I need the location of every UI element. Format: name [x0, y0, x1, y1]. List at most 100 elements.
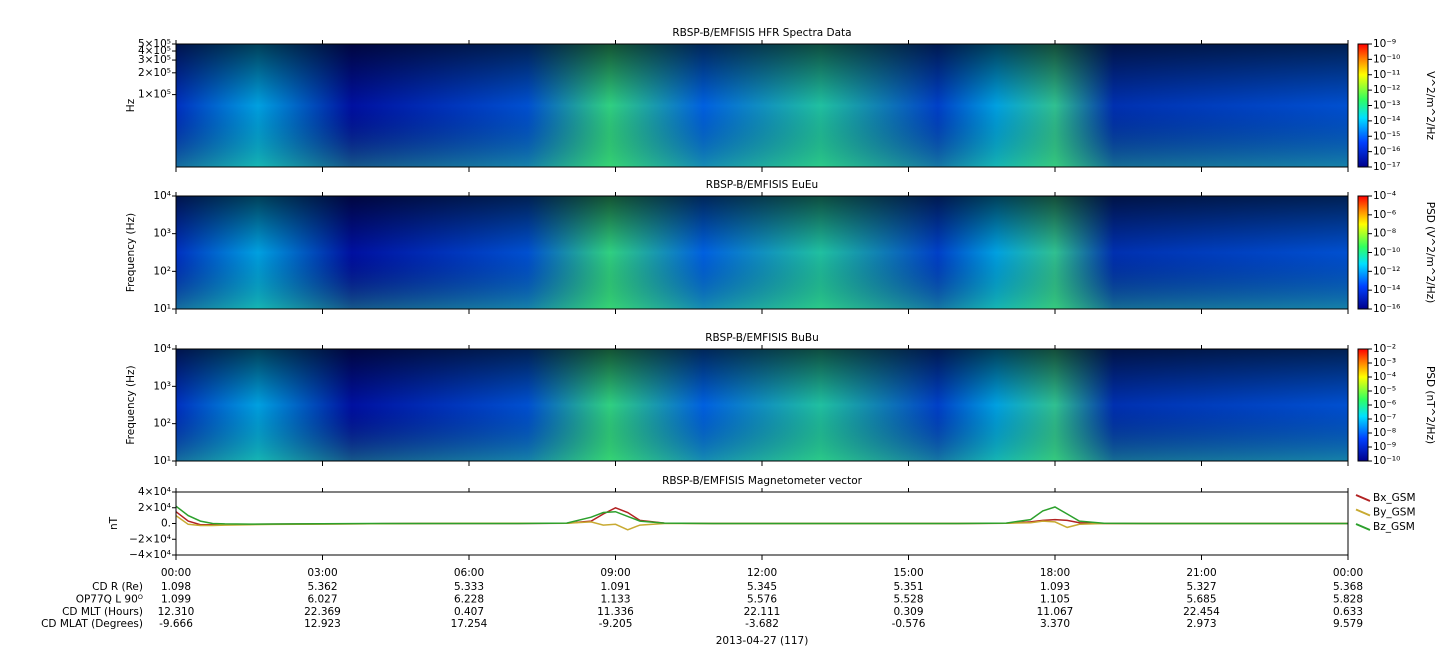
- y-axis-label: Hz: [125, 98, 137, 112]
- ephemeris-value: 5.327: [1186, 581, 1216, 593]
- colorbar-label: PSD (V^2/m^2/Hz): [1424, 202, 1436, 303]
- y-tick-label: −2×10⁴: [129, 533, 171, 545]
- y-tick-label: 10¹: [153, 455, 171, 467]
- x-tick-label: 15:00: [893, 567, 923, 579]
- panel-title: RBSP-B/EMFISIS BuBu: [705, 332, 819, 344]
- x-tick-label: 06:00: [454, 567, 484, 579]
- colorbar-tick-label: 10⁻⁷: [1373, 413, 1396, 425]
- colorbar: [1357, 43, 1369, 168]
- y-tick-label: 2×10⁴: [138, 502, 171, 514]
- ephemeris-label: CD MLT (Hours): [62, 606, 143, 618]
- x-tick-label: 00:00: [161, 567, 191, 579]
- data-line: [175, 505, 1348, 525]
- ephemeris-value: 5.685: [1186, 593, 1216, 605]
- x-tick-label: 09:00: [600, 567, 630, 579]
- colorbar-tick-label: 10⁻⁶: [1373, 209, 1396, 221]
- x-tick-label: 12:00: [747, 567, 777, 579]
- ephemeris-value: 5.351: [893, 581, 923, 593]
- colorbar: [1357, 195, 1369, 310]
- ephemeris-value: 1.133: [600, 593, 630, 605]
- ephemeris-value: 1.091: [600, 581, 630, 593]
- legend-label: Bx_GSM: [1373, 492, 1416, 504]
- panel-title: RBSP-B/EMFISIS HFR Spectra Data: [672, 27, 851, 39]
- data-line: [175, 506, 1348, 526]
- colorbar-tick-label: 10⁻¹²: [1373, 265, 1400, 277]
- colorbar-tick-label: 10⁻¹⁴: [1373, 115, 1400, 127]
- x-tick-label: 03:00: [307, 567, 337, 579]
- y-axis-label: Frequency (Hz): [125, 213, 137, 292]
- colorbar-label: PSD (nT^2/Hz): [1424, 366, 1436, 444]
- legend-symbol: [1355, 523, 1371, 531]
- ephemeris-value: 6.027: [307, 593, 337, 605]
- ephemeris-value: -0.576: [892, 618, 926, 630]
- spectrogram-shade: [176, 349, 1348, 461]
- ephemeris-value: 5.345: [747, 581, 777, 593]
- y-tick-label: 5×10⁵: [138, 38, 171, 50]
- ephemeris-label: CD MLAT (Degrees): [41, 618, 143, 630]
- ephemeris-value: -9.666: [159, 618, 193, 630]
- y-tick-label: 4×10⁴: [138, 486, 171, 498]
- colorbar-tick-label: 10⁻¹⁰: [1373, 247, 1400, 259]
- ephemeris-value: 5.576: [747, 593, 777, 605]
- colorbar-tick-label: 10⁻¹⁰: [1373, 53, 1400, 65]
- ephemeris-value: 12.923: [304, 618, 341, 630]
- colorbar-label: V^2/m^2/Hz: [1424, 71, 1436, 140]
- colorbar-tick-label: 10⁻³: [1373, 357, 1396, 369]
- ephemeris-value: 5.333: [454, 581, 484, 593]
- colorbar-tick-label: 10⁻⁸: [1373, 427, 1396, 439]
- y-tick-label: 10²: [153, 418, 171, 430]
- colorbar-tick-label: 10⁻¹⁶: [1373, 146, 1400, 158]
- colorbar-tick-label: 10⁻¹⁴: [1373, 284, 1400, 296]
- date-label: 2013-04-27 (117): [716, 635, 809, 647]
- spectrogram-shade: [176, 44, 1348, 167]
- colorbar-tick-label: 10⁻⁴: [1373, 371, 1396, 383]
- ephemeris-value: 11.336: [597, 606, 634, 618]
- x-tick-label: 00:00: [1333, 567, 1363, 579]
- ephemeris-value: -3.682: [745, 618, 779, 630]
- colorbar-tick-label: 10⁻²: [1373, 343, 1396, 355]
- ephemeris-value: 22.369: [304, 606, 341, 618]
- colorbar-tick-label: 10⁻¹⁶: [1373, 303, 1400, 315]
- ephemeris-value: 1.105: [1040, 593, 1070, 605]
- ephemeris-label: OP77Q L 90ᴼ: [76, 593, 143, 605]
- ephemeris-value: 5.368: [1333, 581, 1363, 593]
- y-tick-label: 10²: [153, 265, 171, 277]
- colorbar-tick-label: 10⁻⁸: [1373, 228, 1396, 240]
- y-tick-label: 2×10⁵: [138, 67, 171, 79]
- colorbar-tick-label: 10⁻⁹: [1373, 38, 1396, 50]
- y-tick-label: 10⁴: [153, 190, 171, 202]
- y-tick-label: 4×10⁵: [138, 45, 171, 57]
- ephemeris-value: 3.370: [1040, 618, 1070, 630]
- ephemeris-value: 22.454: [1183, 606, 1220, 618]
- x-tick-label: 18:00: [1040, 567, 1070, 579]
- ephemeris-value: 1.099: [161, 593, 191, 605]
- legend-label: Bz_GSM: [1373, 521, 1415, 533]
- ephemeris-value: 17.254: [451, 618, 488, 630]
- y-axis-label: Frequency (Hz): [125, 365, 137, 444]
- colorbar-tick-label: 10⁻⁴: [1373, 190, 1396, 202]
- ephemeris-value: 5.528: [893, 593, 923, 605]
- panel-title: RBSP-B/EMFISIS Magnetometer vector: [662, 475, 863, 487]
- colorbar: [1357, 348, 1369, 462]
- ephemeris-value: 0.407: [454, 606, 484, 618]
- colorbar-tick-label: 10⁻⁵: [1373, 385, 1396, 397]
- y-tick-label: −4×10⁴: [129, 549, 171, 561]
- y-tick-label: 0.: [161, 518, 171, 530]
- data-line: [175, 514, 1348, 531]
- ephemeris-value: -9.205: [599, 618, 633, 630]
- ephemeris-value: 5.362: [307, 581, 337, 593]
- ephemeris-value: 9.579: [1333, 618, 1363, 630]
- y-tick-label: 10³: [153, 380, 171, 392]
- panel-title: RBSP-B/EMFISIS EuEu: [706, 179, 818, 191]
- colorbar-tick-label: 10⁻¹⁰: [1373, 455, 1400, 467]
- colorbar-tick-label: 10⁻¹⁷: [1373, 161, 1400, 173]
- ephemeris-value: 0.309: [893, 606, 923, 618]
- y-axis-label: nT: [108, 516, 120, 530]
- legend-label: By_GSM: [1373, 507, 1416, 519]
- legend-symbol: [1355, 494, 1371, 502]
- colorbar-tick-label: 10⁻¹³: [1373, 100, 1400, 112]
- legend-symbol: [1355, 508, 1371, 517]
- ephemeris-value: 12.310: [158, 606, 195, 618]
- colorbar-tick-label: 10⁻¹¹: [1373, 69, 1400, 81]
